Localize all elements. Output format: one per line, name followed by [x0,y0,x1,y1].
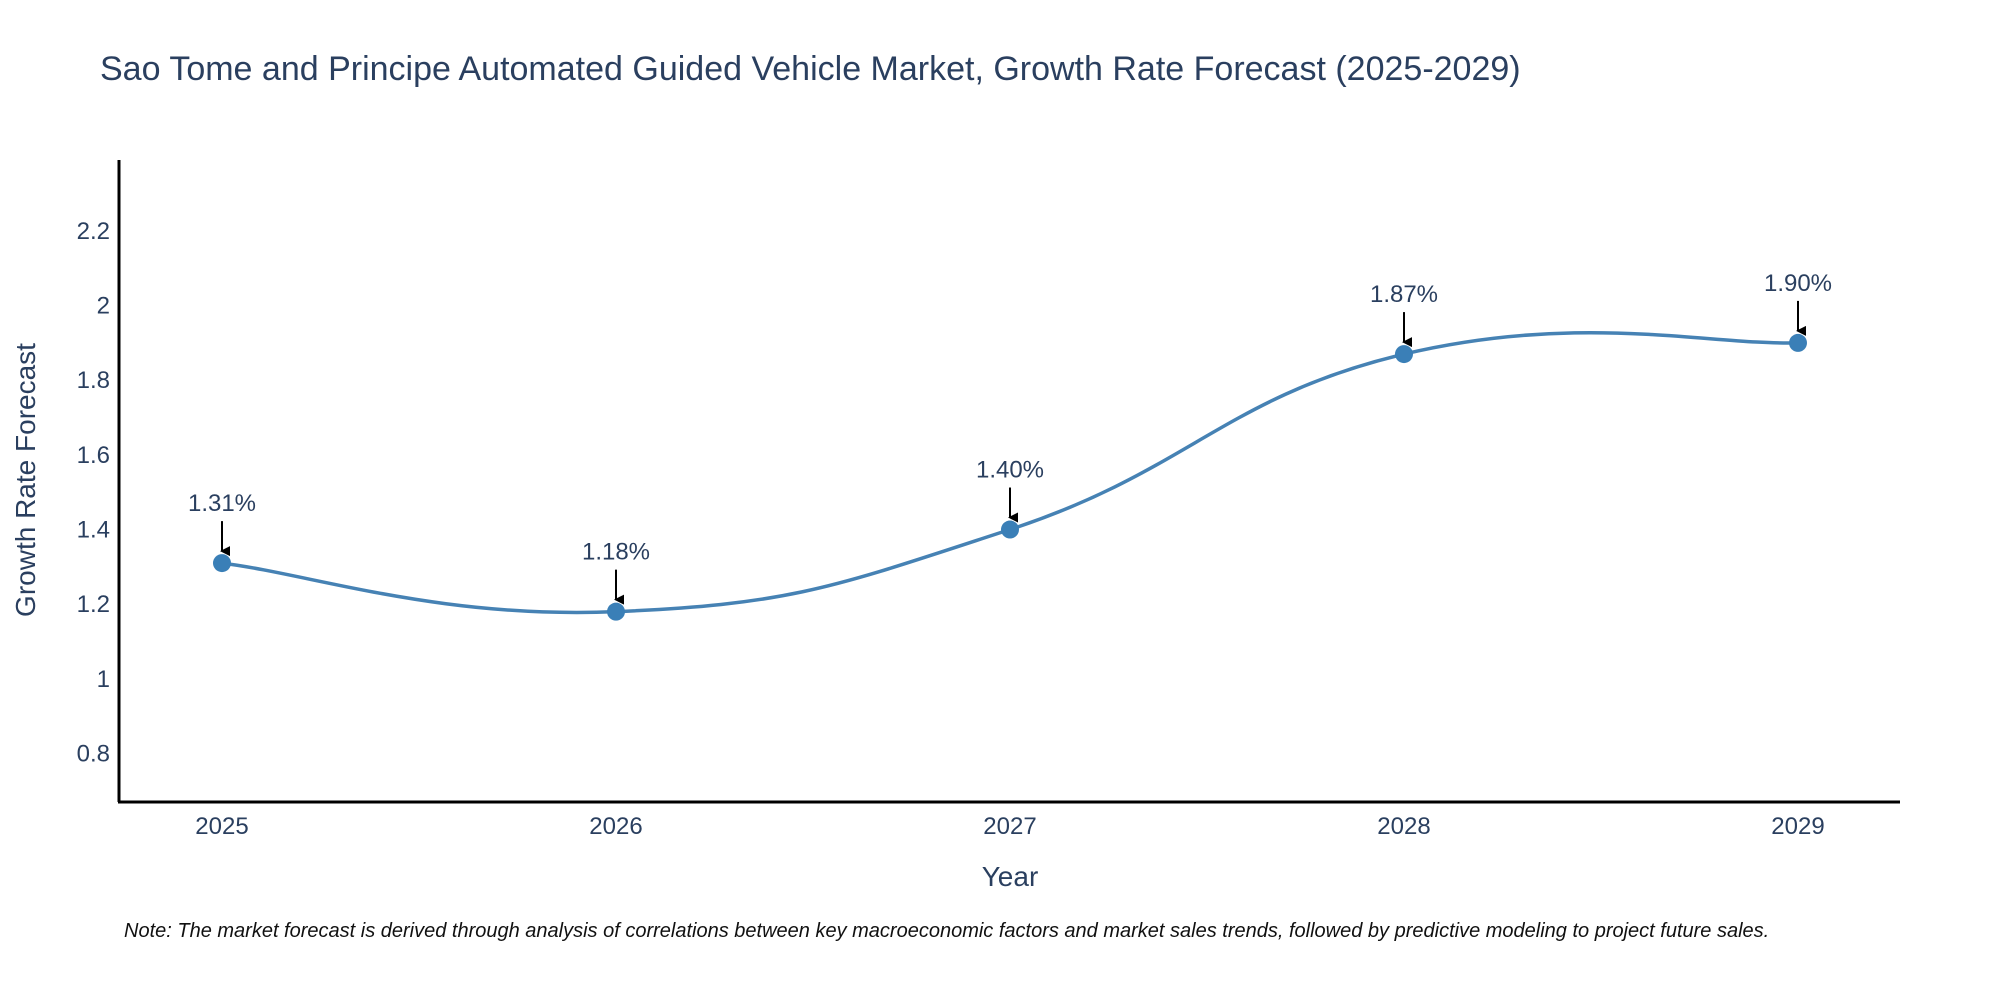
y-tick-label: 2 [97,293,110,320]
data-point [213,554,231,573]
data-point [1395,345,1413,364]
data-label: 1.90% [1764,270,1832,297]
y-tick-label: 1.6 [77,442,110,469]
y-tick-label: 1.8 [77,367,110,394]
y-tick-label: 0.8 [77,740,110,767]
y-tick-label: 1 [97,666,110,693]
x-axis-title: Year [982,861,1039,892]
data-label: 1.31% [188,490,256,517]
y-tick-label: 1.4 [77,517,110,544]
x-tick-label: 2026 [589,813,642,840]
y-tick-label: 1.2 [77,591,110,618]
x-tick-label: 2028 [1377,813,1430,840]
x-axis-ticks: 2025 2026 2027 2028 2029 [195,813,1824,840]
data-label: 1.87% [1370,281,1438,308]
y-axis-ticks: 0.8 1 1.2 1.4 1.6 1.8 2 2.2 [77,218,110,768]
forecast-note: Note: The market forecast is derived thr… [124,920,1770,942]
x-tick-label: 2029 [1771,813,1824,840]
x-tick-label: 2027 [983,813,1036,840]
chart-title: Sao Tome and Principe Automated Guided V… [100,50,1521,88]
data-annotations: 1.31% 1.18% 1.40% 1.87% 1.90% [188,270,1832,605]
data-point [1789,333,1807,352]
data-label: 1.40% [976,457,1044,484]
data-markers [213,333,1807,621]
data-point [1001,520,1019,539]
y-axis-title: Growth Rate Forecast [10,343,41,617]
data-point [607,602,625,621]
data-label: 1.18% [582,539,650,566]
y-tick-label: 2.2 [77,218,110,245]
x-tick-label: 2025 [195,813,248,840]
